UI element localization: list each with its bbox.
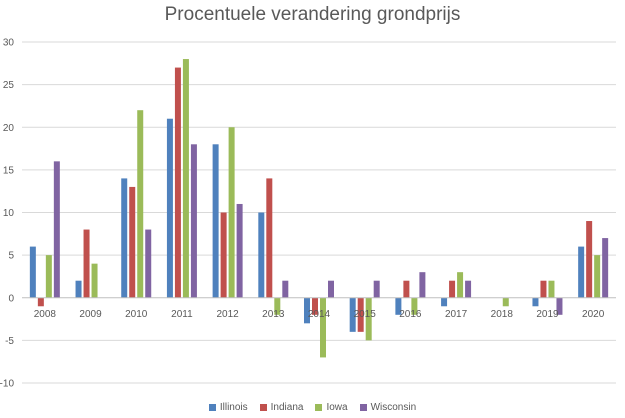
bar-illinois-2020 (578, 246, 585, 298)
x-tick-label: 2020 (582, 309, 605, 320)
x-tick-label: 2016 (399, 309, 422, 320)
bar-illinois-2014 (304, 297, 310, 324)
bar-indiana-2011 (174, 67, 181, 298)
bar-indiana-2008 (37, 297, 44, 307)
legend-label: Wisconsin (370, 401, 417, 413)
legend-item: Indiana (259, 401, 304, 413)
bar-illinois-2013 (258, 212, 265, 298)
bar-iowa-2018 (502, 297, 509, 307)
legend-label: Iowa (326, 401, 348, 413)
y-tick-label: 30 (3, 38, 15, 49)
legend-item: Illinois (208, 401, 248, 413)
bar-illinois-2016 (395, 297, 402, 315)
bar-wisconsin-2017 (465, 280, 472, 298)
bar-iowa-2016 (411, 297, 418, 315)
bar-illinois-2009 (75, 280, 82, 298)
chart-title: Procentuele verandering grondprijs (164, 4, 461, 25)
bar-wisconsin-2014 (328, 280, 334, 298)
bar-iowa-2019 (548, 280, 555, 298)
legend-label: Illinois (219, 401, 248, 413)
chart-legend: Illinois Indiana Iowa Wisconsin (0, 400, 625, 414)
bar-wisconsin-2016 (419, 272, 426, 298)
bar-indiana-2014 (312, 297, 318, 315)
legend-item: Wisconsin (359, 401, 417, 413)
bar-wisconsin-2008 (53, 161, 60, 298)
y-tick-label: -10 (0, 379, 14, 390)
x-tick-label: 2008 (34, 309, 57, 320)
bar-illinois-2017 (441, 297, 448, 307)
x-tick-label: 2011 (171, 309, 193, 320)
bar-illinois-2011 (166, 118, 173, 298)
x-tick-label: 2015 (354, 309, 377, 320)
x-tick-label: 2009 (79, 309, 102, 320)
bar-iowa-2014 (320, 297, 326, 358)
legend-label: Indiana (270, 401, 304, 413)
bar-illinois-2008 (29, 246, 36, 298)
bar-iowa-2010 (137, 110, 144, 298)
bar-indiana-2013 (266, 178, 273, 298)
bar-iowa-2009 (91, 263, 98, 298)
bar-illinois-2015 (349, 297, 356, 332)
bar-wisconsin-2019 (556, 297, 563, 315)
x-tick-label: 2012 (216, 309, 239, 320)
y-tick-label: 10 (3, 208, 15, 219)
bar-wisconsin-2011 (190, 144, 197, 298)
bar-wisconsin-2020 (602, 238, 609, 298)
bar-wisconsin-2013 (282, 280, 289, 298)
legend-swatch (315, 403, 323, 411)
y-tick-label: 15 (3, 165, 15, 176)
y-tick-label: 20 (3, 123, 15, 134)
y-tick-label: -5 (5, 336, 14, 347)
y-tick-label: 5 (8, 251, 14, 262)
bar-iowa-2012 (228, 127, 235, 298)
legend-swatch (259, 403, 267, 411)
bar-iowa-2017 (457, 272, 464, 298)
bar-indiana-2009 (83, 229, 90, 298)
bar-indiana-2015 (357, 297, 364, 332)
x-tick-label: 2018 (491, 309, 514, 320)
bar-wisconsin-2015 (373, 280, 380, 298)
bar-illinois-2010 (121, 178, 128, 298)
bar-iowa-2020 (594, 255, 601, 298)
bar-wisconsin-2010 (145, 229, 152, 298)
x-tick-label: 2019 (536, 309, 559, 320)
bar-indiana-2016 (403, 280, 410, 298)
x-tick-label: 2014 (308, 309, 331, 320)
bar-iowa-2008 (45, 255, 52, 298)
bar-illinois-2019 (532, 297, 539, 307)
bar-indiana-2020 (586, 221, 593, 298)
bar-iowa-2011 (182, 59, 189, 298)
x-tick-label: 2017 (445, 309, 468, 320)
bar-wisconsin-2012 (236, 203, 243, 298)
y-tick-label: 0 (8, 293, 14, 304)
legend-swatch (208, 403, 216, 411)
legend-swatch (359, 403, 367, 411)
x-tick-label: 2013 (262, 309, 285, 320)
bar-indiana-2019 (540, 280, 547, 298)
bar-indiana-2010 (129, 186, 136, 298)
bar-iowa-2015 (365, 297, 372, 341)
bar-illinois-2012 (212, 144, 219, 298)
y-tick-label: 25 (3, 80, 15, 91)
bar-indiana-2012 (220, 212, 227, 298)
bar-iowa-2013 (274, 297, 281, 315)
x-tick-label: 2010 (125, 309, 148, 320)
legend-item: Iowa (315, 401, 348, 413)
bar-indiana-2017 (449, 280, 456, 298)
